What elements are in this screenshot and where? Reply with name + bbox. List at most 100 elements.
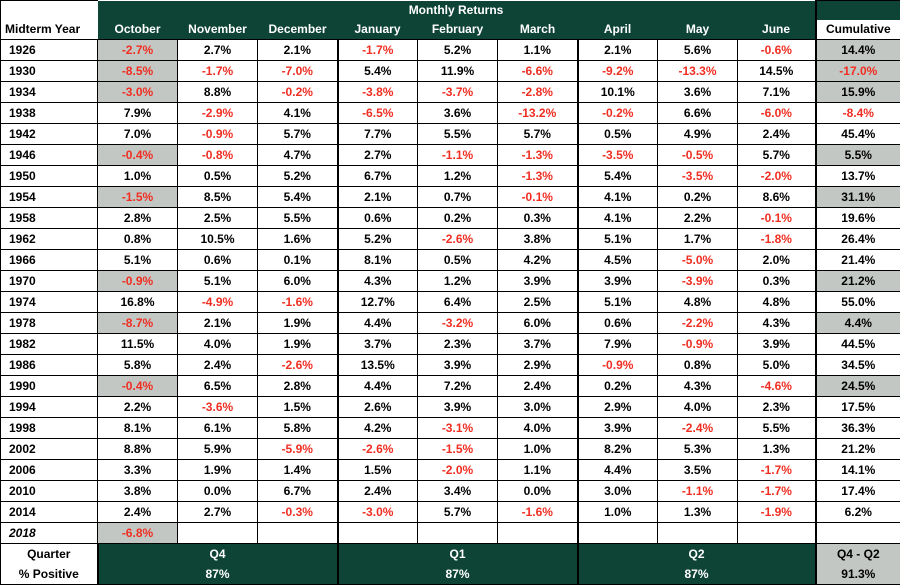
cell-january: -6.5% [338,103,418,124]
cell-january: 3.7% [338,334,418,355]
cell-january: 0.6% [338,208,418,229]
cell-cumulative [816,523,900,544]
cell-april: 5.1% [578,229,658,250]
cell-march: 1.0% [498,439,578,460]
cell-january: 12.7% [338,292,418,313]
cell-cumulative: 5.5% [816,145,900,166]
cell-january: 4.4% [338,313,418,334]
row-year: 1950 [1,166,98,187]
cell-april: 1.0% [578,502,658,523]
cell-june: 5.5% [738,418,816,439]
cell-april: 4.4% [578,460,658,481]
positive-q2: 87% [578,564,816,585]
cell-may: 1.3% [658,502,738,523]
cell-january: 5.4% [338,61,418,82]
cell-october: -0.9% [98,271,178,292]
cell-may: 2.2% [658,208,738,229]
cell-october: 16.8% [98,292,178,313]
cell-march: 5.7% [498,124,578,145]
cell-october: -6.8% [98,523,178,544]
row-year: 1994 [1,397,98,418]
cell-november: -0.9% [178,124,258,145]
cell-november: 0.5% [178,166,258,187]
cell-june: -4.6% [738,376,816,397]
cell-april: 0.5% [578,124,658,145]
cell-june: 2.3% [738,397,816,418]
cell-april: 2.9% [578,397,658,418]
cell-may: -3.9% [658,271,738,292]
cell-november: 8.5% [178,187,258,208]
cell-october: 5.1% [98,250,178,271]
cell-may: -0.9% [658,334,738,355]
cell-march [498,523,578,544]
cell-january: 13.5% [338,355,418,376]
cell-april: 5.4% [578,166,658,187]
cell-february: 7.2% [418,376,498,397]
cell-january: 4.4% [338,376,418,397]
cell-january: 1.5% [338,460,418,481]
cell-april: 0.2% [578,376,658,397]
cell-november: 4.0% [178,334,258,355]
cell-november: -1.7% [178,61,258,82]
table-row: 1978-8.7%2.1%1.9%4.4%-3.2%6.0%0.6%-2.2%4… [1,313,900,334]
cell-november: 1.9% [178,460,258,481]
table-row: 1946-0.4%-0.8%4.7%2.7%-1.1%-1.3%-3.5%-0.… [1,145,900,166]
cell-march: 1.1% [498,40,578,61]
cell-november: 2.7% [178,502,258,523]
cell-january: -2.6% [338,439,418,460]
cell-june: 5.0% [738,355,816,376]
cell-december: 0.1% [258,250,338,271]
cell-december: 1.9% [258,313,338,334]
cell-may: -3.5% [658,166,738,187]
cell-december: 6.0% [258,271,338,292]
cell-june: 3.9% [738,334,816,355]
cell-october: 7.9% [98,103,178,124]
cell-june: 2.0% [738,250,816,271]
row-year: 2006 [1,460,98,481]
cell-february: 1.2% [418,166,498,187]
cell-november: 6.5% [178,376,258,397]
cell-april: 4.1% [578,208,658,229]
row-year: 1930 [1,61,98,82]
cell-march: 3.8% [498,229,578,250]
cell-june: -1.9% [738,502,816,523]
cell-november: 2.1% [178,313,258,334]
cell-june [738,523,816,544]
cell-may: 0.8% [658,355,738,376]
cell-october: 8.1% [98,418,178,439]
cell-march: 4.2% [498,250,578,271]
cell-february: 0.2% [418,208,498,229]
cell-march: -1.3% [498,166,578,187]
cell-march: 0.3% [498,208,578,229]
cell-june: 7.1% [738,82,816,103]
col-header-december: December [258,20,338,40]
col-header-april: April [578,20,658,40]
cell-december: 1.5% [258,397,338,418]
cell-cumulative: 55.0% [816,292,900,313]
cell-may: -1.1% [658,481,738,502]
cell-january: 6.7% [338,166,418,187]
cell-cumulative: 21.2% [816,271,900,292]
cell-november: 0.0% [178,481,258,502]
cell-november: -4.9% [178,292,258,313]
cell-cumulative: 26.4% [816,229,900,250]
cell-june: -2.0% [738,166,816,187]
cell-january: -3.8% [338,82,418,103]
cell-cumulative: 6.2% [816,502,900,523]
cell-cumulative: 36.3% [816,418,900,439]
cell-june: 14.5% [738,61,816,82]
cell-april: 8.2% [578,439,658,460]
row-year: 1946 [1,145,98,166]
cell-december: -7.0% [258,61,338,82]
table-row: 1934-3.0%8.8%-0.2%-3.8%-3.7%-2.8%10.1%3.… [1,82,900,103]
cell-april: 4.5% [578,250,658,271]
cell-march: 1.1% [498,460,578,481]
cell-february: 1.2% [418,271,498,292]
